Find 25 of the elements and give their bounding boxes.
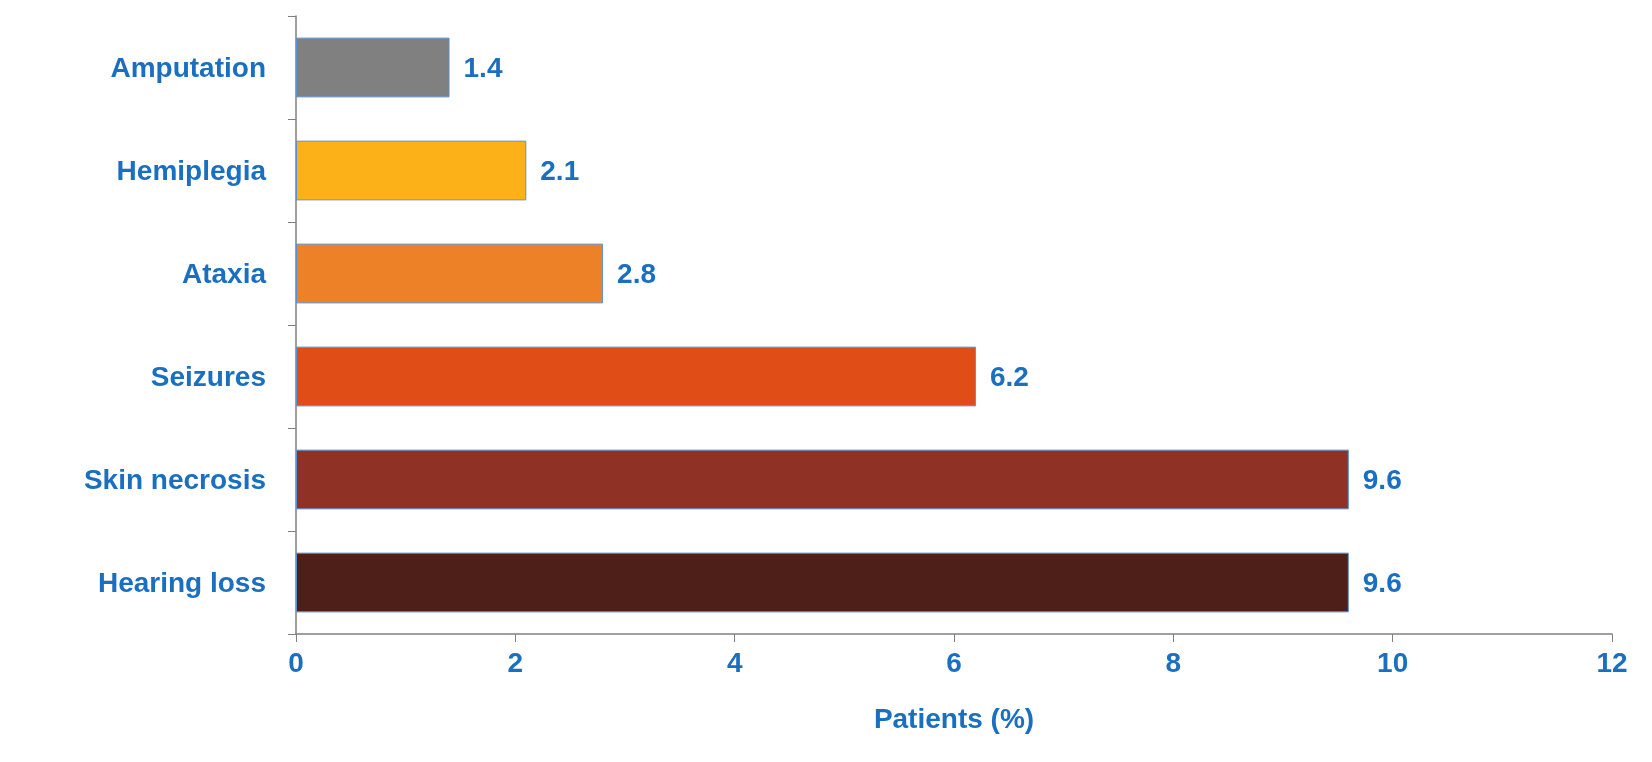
x-axis-title: Patients (%)	[873, 702, 1035, 734]
bar	[296, 449, 1349, 510]
data-label: 2.1	[540, 155, 580, 186]
bar	[296, 140, 527, 201]
bar	[296, 243, 604, 304]
data-label: 9.6	[1362, 464, 1402, 495]
x-tick-label: 12	[1596, 646, 1628, 678]
bar	[296, 346, 976, 407]
data-label: 9.6	[1362, 567, 1402, 598]
y-tick-label: Hemiplegia	[116, 155, 267, 186]
data-label: 6.2	[989, 361, 1029, 392]
x-tick-label: 10	[1377, 646, 1409, 678]
data-label: 2.8	[617, 258, 656, 289]
x-tick-label: 0	[288, 646, 304, 678]
y-tick-label: Amputation	[110, 52, 266, 83]
y-tick-label: Hearing loss	[97, 567, 266, 598]
bar	[296, 552, 1349, 613]
x-tick-label: 8	[1165, 646, 1182, 678]
x-tick-label: 2	[507, 646, 524, 678]
data-label: 1.4	[463, 52, 503, 83]
y-tick-label: Skin necrosis	[83, 464, 266, 495]
y-tick-label: Ataxia	[181, 258, 267, 289]
x-tick-label: 6	[946, 646, 962, 678]
x-tick-label: 4	[726, 646, 743, 678]
y-tick-label: Seizures	[150, 361, 266, 392]
